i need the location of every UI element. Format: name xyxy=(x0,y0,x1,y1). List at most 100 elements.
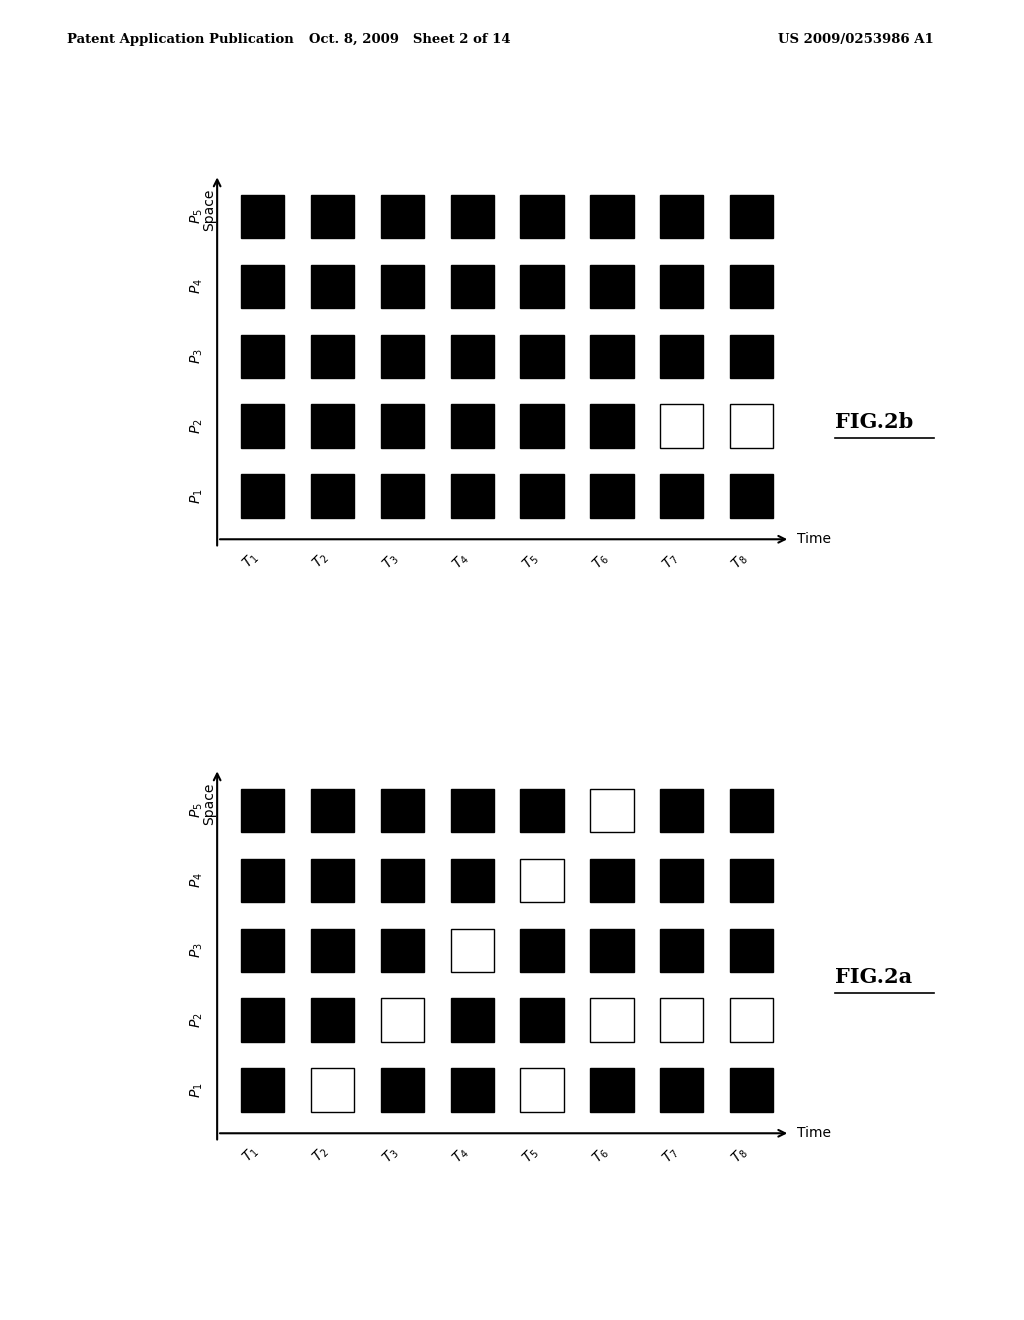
Text: $P_{3}$: $P_{3}$ xyxy=(188,942,205,958)
Bar xyxy=(310,404,354,447)
Bar xyxy=(590,474,634,517)
Bar xyxy=(241,334,285,378)
Bar xyxy=(381,474,424,517)
Text: $P_{2}$: $P_{2}$ xyxy=(188,1012,205,1028)
Bar xyxy=(241,404,285,447)
Text: $P_{1}$: $P_{1}$ xyxy=(188,1082,205,1098)
Bar xyxy=(381,998,424,1041)
Bar xyxy=(381,195,424,238)
Text: Space: Space xyxy=(202,189,216,231)
Text: $T_{2}$: $T_{2}$ xyxy=(309,1143,333,1167)
Bar xyxy=(451,265,494,308)
Bar xyxy=(660,928,703,972)
Text: Space: Space xyxy=(202,783,216,825)
Bar xyxy=(590,265,634,308)
Bar xyxy=(451,859,494,902)
Bar xyxy=(310,474,354,517)
Text: $P_{4}$: $P_{4}$ xyxy=(188,279,205,294)
Bar xyxy=(520,928,564,972)
Text: $T_{5}$: $T_{5}$ xyxy=(519,549,542,573)
Bar xyxy=(590,195,634,238)
Bar xyxy=(520,334,564,378)
Bar xyxy=(730,859,773,902)
Bar xyxy=(520,1068,564,1111)
Text: $T_{2}$: $T_{2}$ xyxy=(309,549,333,573)
Bar xyxy=(660,1068,703,1111)
Bar xyxy=(730,195,773,238)
Text: $T_{7}$: $T_{7}$ xyxy=(659,549,682,573)
Bar xyxy=(520,859,564,902)
Bar xyxy=(590,998,634,1041)
Bar xyxy=(451,998,494,1041)
Bar xyxy=(730,474,773,517)
Bar xyxy=(310,998,354,1041)
Bar xyxy=(660,334,703,378)
Text: $T_{1}$: $T_{1}$ xyxy=(240,549,262,573)
Text: $P_{3}$: $P_{3}$ xyxy=(188,348,205,364)
Text: $T_{8}$: $T_{8}$ xyxy=(729,549,752,573)
Bar xyxy=(381,928,424,972)
Bar xyxy=(520,998,564,1041)
Bar xyxy=(730,928,773,972)
Bar xyxy=(520,789,564,832)
Bar xyxy=(310,928,354,972)
Bar xyxy=(660,998,703,1041)
Bar xyxy=(451,474,494,517)
Text: $T_{3}$: $T_{3}$ xyxy=(380,549,402,573)
Bar xyxy=(381,859,424,902)
Bar xyxy=(730,334,773,378)
Text: $T_{7}$: $T_{7}$ xyxy=(659,1143,682,1167)
Text: $P_{5}$: $P_{5}$ xyxy=(188,209,205,224)
Text: $T_{8}$: $T_{8}$ xyxy=(729,1143,752,1167)
Bar xyxy=(451,928,494,972)
Text: $T_{5}$: $T_{5}$ xyxy=(519,1143,542,1167)
Text: $T_{4}$: $T_{4}$ xyxy=(450,1143,472,1167)
Text: Time: Time xyxy=(797,1126,831,1140)
Bar xyxy=(310,789,354,832)
Text: Time: Time xyxy=(797,532,831,546)
Bar xyxy=(241,474,285,517)
Text: $P_{4}$: $P_{4}$ xyxy=(188,873,205,888)
Bar xyxy=(590,789,634,832)
Bar xyxy=(451,404,494,447)
Bar xyxy=(451,789,494,832)
Text: $T_{6}$: $T_{6}$ xyxy=(589,1143,612,1167)
Bar xyxy=(381,265,424,308)
Text: Patent Application Publication: Patent Application Publication xyxy=(67,33,293,46)
Bar xyxy=(660,859,703,902)
Bar xyxy=(520,404,564,447)
Bar xyxy=(590,928,634,972)
Bar xyxy=(310,265,354,308)
Bar xyxy=(590,334,634,378)
Bar xyxy=(451,334,494,378)
Bar xyxy=(381,789,424,832)
Bar xyxy=(381,334,424,378)
Bar xyxy=(520,474,564,517)
Bar xyxy=(451,195,494,238)
Bar xyxy=(310,859,354,902)
Bar xyxy=(730,1068,773,1111)
Text: US 2009/0253986 A1: US 2009/0253986 A1 xyxy=(778,33,934,46)
Bar xyxy=(381,1068,424,1111)
Bar xyxy=(730,789,773,832)
Bar xyxy=(310,1068,354,1111)
Bar xyxy=(660,474,703,517)
Bar xyxy=(660,195,703,238)
Bar xyxy=(381,404,424,447)
Text: $T_{6}$: $T_{6}$ xyxy=(589,549,612,573)
Bar xyxy=(660,789,703,832)
Bar xyxy=(241,265,285,308)
Text: Oct. 8, 2009   Sheet 2 of 14: Oct. 8, 2009 Sheet 2 of 14 xyxy=(309,33,510,46)
Bar xyxy=(241,789,285,832)
Text: $T_{3}$: $T_{3}$ xyxy=(380,1143,402,1167)
Bar xyxy=(660,265,703,308)
Bar xyxy=(451,1068,494,1111)
Text: $P_{2}$: $P_{2}$ xyxy=(188,418,205,434)
Text: $P_{1}$: $P_{1}$ xyxy=(188,488,205,504)
Bar xyxy=(520,195,564,238)
Bar xyxy=(241,998,285,1041)
Text: $T_{4}$: $T_{4}$ xyxy=(450,549,472,573)
Bar xyxy=(241,195,285,238)
Bar xyxy=(730,404,773,447)
Text: FIG.2a: FIG.2a xyxy=(835,966,911,987)
